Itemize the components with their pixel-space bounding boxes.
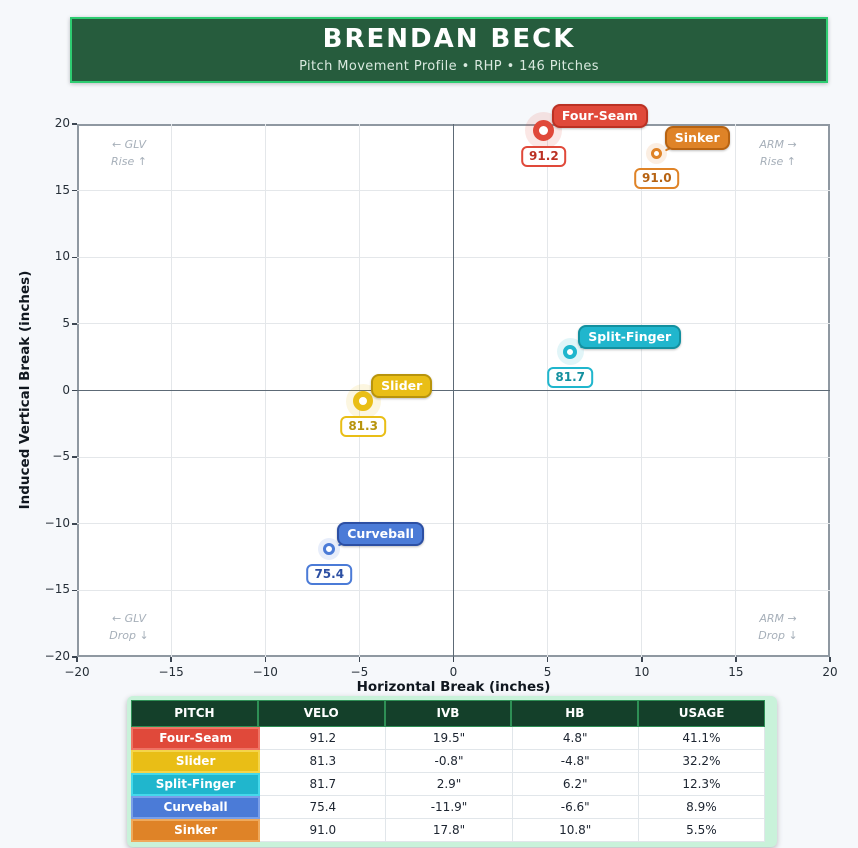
column-header-velo: VELO bbox=[257, 700, 385, 727]
y-tick-label: −15 bbox=[44, 582, 70, 597]
column-header-ivb: IVB bbox=[384, 700, 512, 727]
x-tick bbox=[641, 657, 643, 662]
y-zero-line bbox=[77, 389, 830, 392]
curveball-data-point bbox=[323, 543, 336, 556]
x-tick-label: 0 bbox=[449, 665, 458, 679]
table-row-sinker: Sinker 91.0 17.8" 10.8" 5.5% bbox=[131, 819, 766, 842]
hb-cell: 6.2" bbox=[512, 773, 639, 796]
page-title: BRENDAN BECK bbox=[322, 24, 576, 54]
y-tick-label: 10 bbox=[54, 249, 70, 264]
y-tick bbox=[72, 189, 77, 192]
split-finger-data-point bbox=[563, 344, 578, 359]
velo-cell: 81.7 bbox=[260, 773, 387, 796]
usage-cell: 5.5% bbox=[638, 819, 766, 842]
player-name-banner: BRENDAN BECK Pitch Movement Profile • RH… bbox=[70, 17, 828, 83]
pitch-name-cell: Sinker bbox=[131, 819, 261, 842]
y-tick bbox=[72, 123, 77, 125]
report-subtitle: Pitch Movement Profile • RHP • 146 Pitch… bbox=[299, 59, 599, 74]
y-tick-label: 0 bbox=[62, 382, 70, 397]
ivb-cell: -11.9" bbox=[386, 796, 513, 819]
y-tick bbox=[72, 256, 77, 258]
split-finger-velocity-label: 81.7 bbox=[547, 366, 594, 388]
quadrant-annotation-tr: ARM → Rise ↑ bbox=[759, 138, 797, 168]
y-tick bbox=[72, 323, 77, 325]
hb-cell: -6.6" bbox=[512, 796, 639, 819]
slider-pitch-label-badge: Slider bbox=[371, 374, 433, 399]
pitch-name-cell: Four-Seam bbox=[131, 727, 261, 750]
y-tick-label: −5 bbox=[52, 449, 70, 464]
y-tick bbox=[72, 589, 77, 592]
ivb-cell: 17.8" bbox=[386, 819, 513, 842]
quadrant-annotation-br: ARM → Drop ↓ bbox=[758, 612, 798, 642]
x-tick-label: 15 bbox=[728, 665, 744, 679]
velo-cell: 75.4 bbox=[260, 796, 387, 819]
split-finger-pitch-label-badge: Split-Finger bbox=[578, 324, 682, 349]
y-tick bbox=[72, 656, 77, 658]
y-tick-label: 5 bbox=[62, 315, 70, 330]
x-tick bbox=[170, 657, 172, 662]
pitch-stats-table: PITCH VELO IVB HB USAGE Four-Seam 91.2 19.5" 4.8… bbox=[127, 696, 777, 847]
table-row-curveball: Curveball 75.4 -11.9" -6.6" 8.9% bbox=[131, 796, 766, 819]
x-tick-label: 20 bbox=[822, 665, 838, 679]
y-tick bbox=[72, 523, 77, 525]
x-tick-label: 10 bbox=[634, 665, 650, 679]
x-tick bbox=[546, 657, 549, 662]
y-tick-label: 20 bbox=[54, 116, 70, 130]
table-row-four-seam: Four-Seam 91.2 19.5" 4.8" 41.1% bbox=[131, 727, 766, 750]
usage-cell: 12.3% bbox=[638, 773, 766, 796]
x-tick bbox=[735, 657, 737, 662]
column-header-pitch: PITCH bbox=[131, 700, 258, 727]
hb-cell: 10.8" bbox=[512, 819, 639, 842]
slider-velocity-label: 81.3 bbox=[340, 416, 386, 438]
sinker-velocity-label: 91.0 bbox=[633, 168, 680, 190]
x-tick bbox=[76, 657, 78, 662]
x-axis-title: Horizontal Break (inches) bbox=[356, 679, 551, 695]
hb-cell: 4.8" bbox=[512, 727, 639, 750]
x-tick-label: −5 bbox=[350, 665, 369, 679]
usage-cell: 8.9% bbox=[638, 796, 766, 819]
table-header-row: PITCH VELO IVB HB USAGE bbox=[131, 700, 765, 727]
curveball-velocity-label: 75.4 bbox=[306, 564, 353, 586]
x-tick bbox=[829, 657, 831, 662]
y-tick bbox=[72, 389, 77, 392]
pitch-name-cell: Slider bbox=[131, 750, 261, 773]
column-header-usage: USAGE bbox=[638, 700, 765, 727]
x-tick-label: 5 bbox=[543, 665, 552, 679]
sinker-pitch-label-badge: Sinker bbox=[664, 126, 730, 151]
x-tick bbox=[452, 657, 455, 662]
y-tick-label: 15 bbox=[54, 182, 70, 197]
curveball-pitch-label-badge: Curveball bbox=[337, 522, 425, 547]
usage-cell: 32.2% bbox=[638, 750, 766, 773]
sinker-data-point bbox=[651, 147, 663, 159]
y-tick-label: −10 bbox=[44, 515, 70, 530]
column-header-hb: HB bbox=[511, 700, 639, 727]
y-tick-label: −20 bbox=[44, 649, 70, 663]
x-tick bbox=[358, 657, 361, 662]
four-seam-data-point bbox=[533, 120, 555, 142]
ivb-cell: 2.9" bbox=[386, 773, 513, 796]
y-tick bbox=[72, 456, 77, 458]
usage-cell: 41.1% bbox=[638, 727, 766, 750]
x-tick bbox=[264, 657, 266, 662]
slider-data-point bbox=[353, 391, 374, 412]
table-row-slider: Slider 81.3 -0.8" -4.8" 32.2% bbox=[131, 750, 766, 773]
table-row-split-finger: Split-Finger 81.7 2.9" 6.2" 12.3% bbox=[131, 773, 766, 796]
pitch-name-cell: Split-Finger bbox=[131, 773, 261, 796]
velo-cell: 91.2 bbox=[260, 727, 387, 750]
quadrant-annotation-bl: ← GLV Drop ↓ bbox=[109, 612, 149, 642]
four-seam-velocity-label: 91.2 bbox=[521, 145, 567, 167]
x-tick-label: −20 bbox=[64, 665, 90, 679]
hb-cell: -4.8" bbox=[512, 750, 639, 773]
pitch-name-cell: Curveball bbox=[131, 796, 261, 819]
y-axis-title: Induced Vertical Break (inches) bbox=[17, 270, 33, 510]
velo-cell: 81.3 bbox=[260, 750, 387, 773]
velo-cell: 91.0 bbox=[260, 819, 387, 842]
ivb-cell: 19.5" bbox=[386, 727, 513, 750]
x-tick-label: −10 bbox=[252, 665, 278, 679]
ivb-cell: -0.8" bbox=[386, 750, 513, 773]
four-seam-pitch-label-badge: Four-Seam bbox=[551, 103, 648, 128]
quadrant-annotation-tl: ← GLV Rise ↑ bbox=[111, 138, 147, 168]
x-tick-label: −15 bbox=[158, 665, 184, 679]
